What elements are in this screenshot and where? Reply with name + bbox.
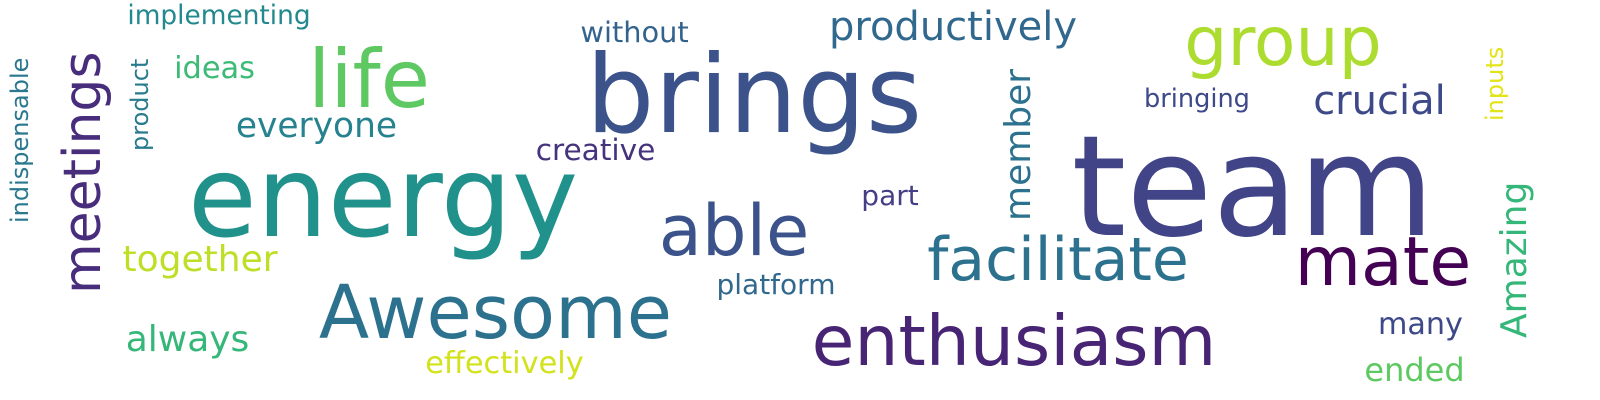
word-life: life [308, 33, 430, 126]
word-ended: ended [1364, 351, 1465, 389]
word-group: group [1184, 2, 1382, 82]
word-effectively: effectively [425, 345, 584, 381]
word-together: together [122, 238, 278, 280]
word-product: product [126, 58, 154, 152]
word-facilitate: facilitate [927, 224, 1189, 295]
word-ideas: ideas [174, 50, 255, 86]
word-productively: productively [829, 4, 1078, 50]
word-always: always [125, 318, 250, 360]
word-platform: platform [716, 267, 836, 301]
word-indispensable: indispensable [6, 57, 34, 223]
word-team: team [1071, 105, 1435, 269]
word-many: many [1378, 306, 1463, 342]
word-crucial: crucial [1313, 78, 1446, 124]
word-everyone: everyone [235, 106, 398, 147]
word-mate: mate [1294, 222, 1472, 302]
word-creative: creative [535, 132, 656, 167]
word-part: part [861, 178, 919, 212]
word-member: member [997, 68, 1039, 221]
word-bringing: bringing [1144, 84, 1250, 115]
word-energy: energy [187, 133, 579, 263]
word-inputs: inputs [1481, 46, 1509, 122]
word-able: able [658, 189, 810, 272]
word-brings: brings [585, 32, 923, 158]
word-without: without [580, 14, 689, 49]
word-implementing: implementing [127, 0, 311, 32]
word-enthusiasm: enthusiasm [811, 300, 1217, 382]
word-meetings: meetings [52, 51, 113, 295]
word-awesome: Awesome [318, 271, 673, 357]
word-amazing: Amazing [1493, 181, 1535, 339]
